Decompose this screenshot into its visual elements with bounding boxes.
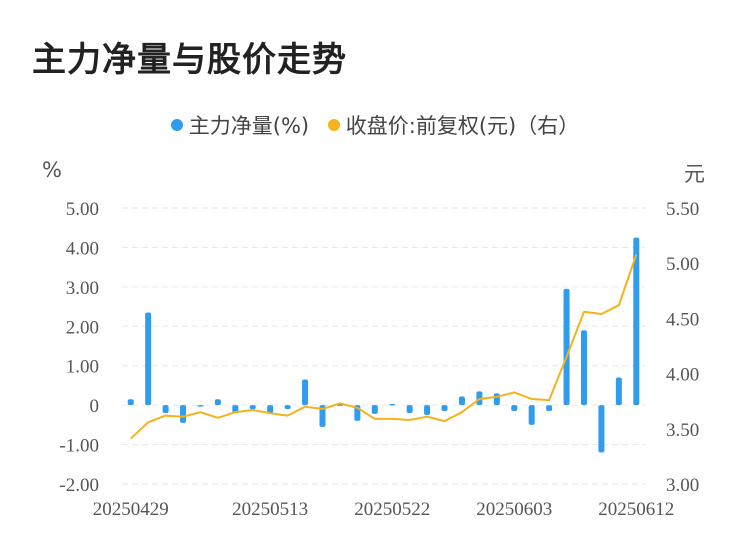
left-tick-label: 2.00	[66, 317, 99, 338]
net-flow-bar	[598, 405, 605, 453]
legend-item-net-flow[interactable]: 主力净量(%)	[170, 110, 310, 140]
legend-dot-net-flow	[170, 119, 183, 131]
left-tick-label: -1.00	[59, 436, 99, 457]
net-flow-bar	[267, 405, 274, 414]
legend-label-net-flow: 主力净量(%)	[188, 114, 310, 138]
legend-item-close-price[interactable]: 收盘价:前复权(元)（右）	[327, 110, 580, 140]
net-flow-bar	[302, 379, 309, 406]
net-flow-bar	[214, 399, 221, 406]
left-tick-label: 3.00	[66, 278, 99, 299]
legend-dot-close-price	[327, 119, 340, 131]
legend: 主力净量(%) 收盘价:前复权(元)（右）	[0, 110, 750, 140]
chart-title: 主力净量与股价走势	[32, 40, 347, 80]
x-tick-label: 20250429	[93, 499, 169, 520]
left-tick-label: 1.00	[66, 357, 99, 378]
x-tick-label: 20250522	[354, 499, 430, 520]
left-axis-unit: %	[42, 158, 62, 182]
x-tick-label: 20250513	[232, 499, 308, 520]
net-flow-bar	[458, 396, 465, 406]
close-price-line	[130, 254, 638, 440]
net-flow-bar	[563, 288, 570, 406]
left-tick-label: -2.00	[59, 475, 99, 496]
net-flow-bar	[633, 237, 640, 406]
net-flow-bar	[615, 377, 622, 406]
net-flow-bar	[319, 405, 326, 427]
left-tick-label: 4.00	[66, 238, 99, 259]
net-flow-bar	[511, 405, 518, 412]
net-flow-bar	[441, 405, 448, 412]
x-tick-label: 20250612	[598, 499, 674, 520]
right-tick-label: 4.50	[666, 309, 699, 330]
legend-label-close-price: 收盘价:前复权(元)（右）	[345, 114, 580, 138]
left-tick-label: 5.00	[66, 199, 99, 220]
right-tick-label: 4.00	[666, 365, 699, 386]
net-flow-bar	[127, 399, 134, 406]
net-flow-bar	[528, 405, 535, 425]
net-flow-bar	[371, 405, 378, 414]
right-tick-label: 3.00	[666, 475, 699, 496]
net-flow-bar	[546, 405, 553, 412]
net-flow-bar	[145, 312, 152, 406]
net-flow-bar	[580, 330, 587, 406]
right-axis-unit: 元	[684, 162, 705, 186]
right-tick-label: 5.50	[666, 199, 699, 220]
net-flow-bar	[493, 393, 500, 406]
net-flow-bar	[284, 405, 291, 410]
right-tick-label: 3.50	[666, 420, 699, 441]
net-flow-bar	[424, 405, 431, 415]
net-flow-bar	[197, 405, 204, 407]
net-flow-bar	[180, 405, 187, 423]
net-flow-bar	[389, 403, 396, 406]
net-flow-bar	[249, 405, 256, 410]
right-tick-label: 5.00	[666, 254, 699, 275]
net-flow-bar	[406, 405, 413, 414]
left-tick-label: 0	[90, 396, 100, 417]
net-flow-bar	[162, 405, 169, 414]
x-tick-label: 20250603	[476, 499, 552, 520]
